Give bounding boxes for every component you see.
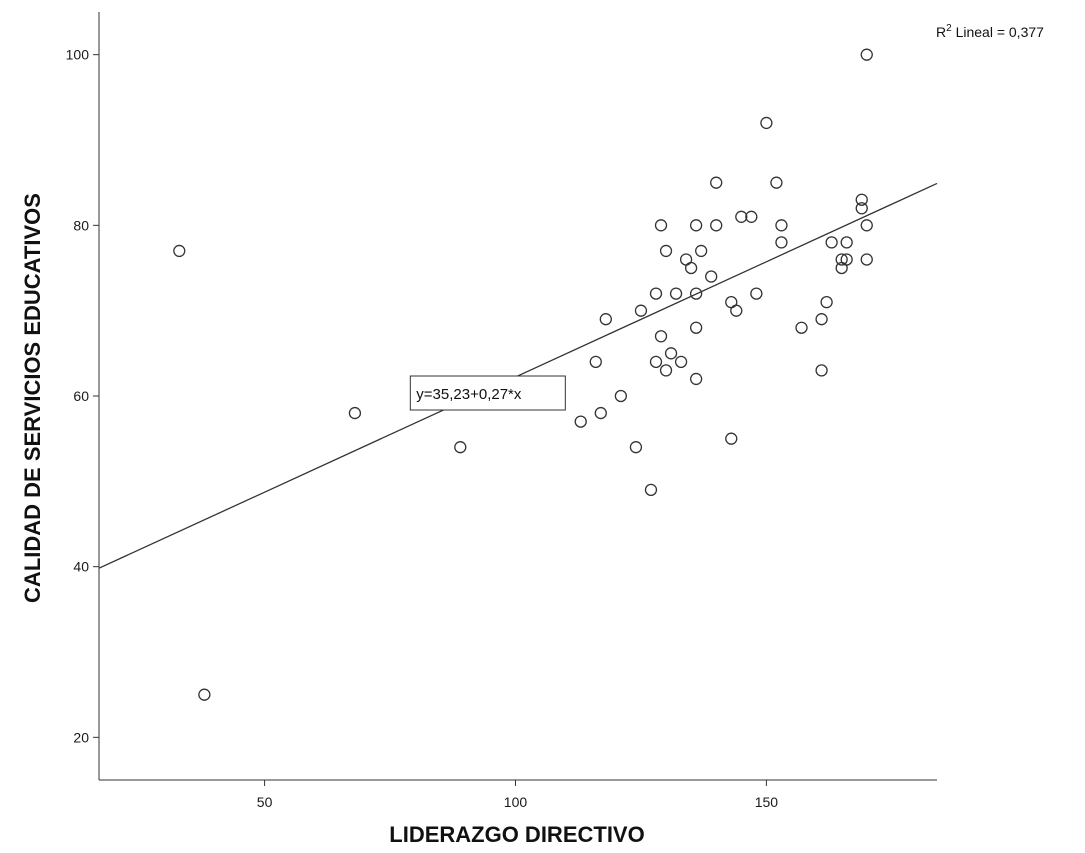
data-point [795, 321, 808, 334]
data-point [629, 441, 643, 454]
data-point [815, 364, 828, 377]
data-point [835, 261, 848, 275]
equation-label-group: y=35,23+0,27*x [409, 375, 566, 411]
data-point [348, 406, 362, 420]
r2-prefix: R [936, 24, 946, 40]
data-point [674, 355, 688, 369]
data-point [750, 287, 763, 300]
data-point [855, 193, 868, 206]
data-point [664, 347, 678, 360]
data-point [454, 441, 467, 454]
x-tick-label: 100 [504, 794, 528, 810]
equation-label: y=35,23+0,27*x [416, 386, 522, 403]
data-point [705, 270, 718, 283]
data-point [855, 202, 868, 215]
data-point [649, 355, 663, 369]
data-point [659, 364, 673, 377]
data-point [649, 287, 663, 300]
data-point [775, 219, 788, 232]
data-point [574, 415, 587, 428]
data-point [735, 210, 748, 223]
data-point [594, 406, 607, 420]
r2-label: R2 Lineal = 0,377 [936, 23, 1044, 40]
data-point [710, 219, 723, 232]
data-point [860, 48, 873, 61]
r2-superscript: 2 [946, 23, 952, 34]
equation-box [409, 375, 566, 411]
x-tick-label: 50 [257, 794, 273, 810]
data-point [770, 176, 783, 189]
axes: 50 100 150 20 40 60 80 100 [66, 12, 937, 810]
data-point [599, 313, 612, 326]
data-point [689, 219, 703, 232]
data-point [825, 236, 838, 249]
data-point [815, 313, 828, 326]
x-axis-title: LIDERAZGO DIRECTIVO [389, 822, 644, 847]
data-point [689, 287, 703, 300]
data-point [634, 304, 648, 317]
y-tick-label: 80 [73, 217, 89, 233]
data-point [840, 253, 853, 266]
data-point [760, 116, 773, 130]
points-layer [173, 48, 873, 701]
data-point [654, 330, 668, 343]
data-point [860, 253, 873, 266]
data-point [820, 295, 833, 309]
data-point [840, 236, 853, 249]
y-tick-label: 40 [73, 559, 89, 575]
data-point [173, 244, 186, 258]
data-point [614, 389, 628, 403]
data-point [589, 355, 602, 369]
data-point [689, 372, 703, 386]
data-point [860, 219, 873, 232]
data-point [669, 287, 683, 300]
data-point [725, 432, 738, 445]
data-point [775, 236, 788, 249]
data-point [725, 295, 738, 309]
data-point [659, 244, 673, 258]
data-point [198, 688, 211, 701]
r2-text: Lineal = 0,377 [952, 24, 1044, 40]
x-tick-label: 150 [755, 794, 779, 810]
y-tick-label: 60 [73, 388, 89, 404]
data-point [689, 321, 703, 334]
data-point [745, 210, 758, 223]
data-point [654, 219, 668, 232]
data-point [710, 176, 723, 189]
data-point [684, 261, 698, 275]
y-tick-label: 20 [73, 729, 89, 745]
data-point [835, 253, 848, 266]
data-point [695, 244, 708, 258]
y-axis-title: CALIDAD DE SERVICIOS EDUCATIVOS [20, 193, 45, 603]
data-point [730, 304, 743, 317]
data-point [644, 483, 658, 497]
data-point [679, 253, 693, 266]
y-tick-label: 100 [66, 47, 90, 63]
